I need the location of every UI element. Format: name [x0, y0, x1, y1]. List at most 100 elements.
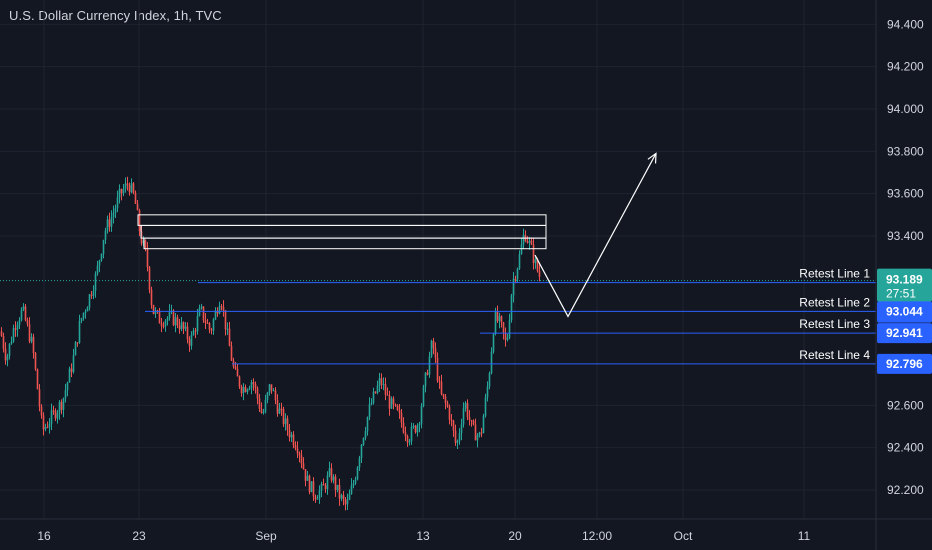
candle-body [348, 493, 351, 500]
level-price-tag [877, 353, 932, 374]
x-tick-label: 16 [37, 529, 51, 543]
retest-line-label: Retest Line 4 [799, 348, 870, 362]
candle-body [448, 406, 451, 420]
retest-levels[interactable]: Retest Line 1 Retest Line 2 Retest Line 3 R… [145, 267, 876, 365]
candle-body [516, 268, 519, 280]
candle-body [258, 398, 261, 409]
candle-body [168, 311, 171, 318]
candle-body [124, 183, 127, 189]
candle-body [420, 406, 423, 424]
candle-body [330, 468, 333, 481]
candle-body [256, 388, 259, 399]
candle-body [70, 368, 73, 372]
candle-body [336, 484, 339, 491]
candle-body [342, 495, 345, 500]
candle-body [406, 436, 409, 443]
candle-body [248, 388, 251, 390]
candle-body [464, 402, 467, 409]
candle-body [82, 312, 85, 319]
resistance-zone-box[interactable] [137, 214, 547, 226]
x-tick-label: 13 [416, 529, 430, 543]
candle-body [102, 239, 105, 254]
candle-body [324, 485, 327, 490]
candle-body [410, 426, 413, 442]
candle-body [0, 331, 3, 336]
candle-body [288, 429, 291, 438]
candle-body [44, 427, 47, 430]
candle-body [340, 495, 343, 499]
candle-body [292, 434, 295, 446]
candle-body [210, 329, 213, 331]
candle-body [148, 267, 151, 290]
candle-body [46, 427, 49, 429]
candle-body [118, 189, 121, 198]
level-price-value: 92.796 [886, 357, 923, 371]
candle-body [200, 306, 203, 308]
candle-body [176, 317, 179, 326]
candle-body [462, 408, 465, 425]
candle-body [190, 335, 193, 346]
candles [0, 176, 876, 511]
projection-path[interactable] [534, 152, 657, 318]
resistance-zone-box[interactable] [143, 237, 547, 250]
arrow-head [647, 152, 657, 164]
candle-body [470, 420, 473, 422]
candle-body [398, 409, 401, 413]
candle-body [108, 219, 111, 227]
retest-line-label: Retest Line 2 [799, 295, 870, 309]
candle-body [326, 475, 329, 490]
candle-body [68, 368, 71, 383]
time-axis-bg [0, 519, 932, 550]
candle-body [426, 372, 429, 375]
candle-body [144, 240, 147, 249]
level-price-tag [877, 323, 932, 344]
candle-body [514, 278, 517, 280]
candle-body [338, 484, 341, 499]
candle-body [86, 307, 89, 312]
candle-body [456, 440, 459, 443]
candle-body [130, 183, 133, 193]
candle-body [440, 381, 443, 394]
candle-body [286, 418, 289, 430]
candle-body [40, 406, 43, 416]
candle-body [404, 432, 407, 437]
candle-body [6, 355, 9, 361]
candle-body [260, 408, 263, 413]
y-tick-label: 93.600 [887, 187, 924, 201]
candle-body [150, 289, 153, 305]
resistance-zones[interactable] [137, 214, 547, 250]
candle-body [536, 259, 539, 272]
candle-body [204, 320, 207, 323]
candle-body [510, 295, 513, 321]
candle-body [114, 208, 117, 213]
countdown-timer: 27:51 [886, 287, 916, 301]
candle-body [2, 335, 5, 349]
candle-body [380, 378, 383, 385]
candle-body [222, 307, 225, 311]
candle-body [298, 453, 301, 456]
candle-body [498, 316, 501, 322]
last-price-value: 93.189 [886, 273, 923, 287]
candle-body [4, 348, 7, 361]
candle-body [194, 330, 197, 332]
candle-body [452, 420, 455, 431]
candle-body [396, 405, 399, 410]
projection-line[interactable] [534, 153, 657, 318]
candle-body [268, 384, 271, 393]
candle-body [18, 320, 21, 325]
candle-body [432, 340, 435, 349]
candle-body [532, 244, 535, 264]
candle-body [84, 311, 87, 313]
candle-body [534, 259, 537, 264]
candle-body [250, 382, 253, 389]
x-tick-label: 11 [798, 529, 811, 543]
candle-body [38, 389, 41, 407]
candle-body [212, 319, 215, 331]
candle-body [264, 399, 267, 413]
candle-body [42, 415, 45, 430]
candle-body [368, 404, 371, 418]
candle-body [54, 410, 57, 419]
candle-body [220, 306, 223, 308]
